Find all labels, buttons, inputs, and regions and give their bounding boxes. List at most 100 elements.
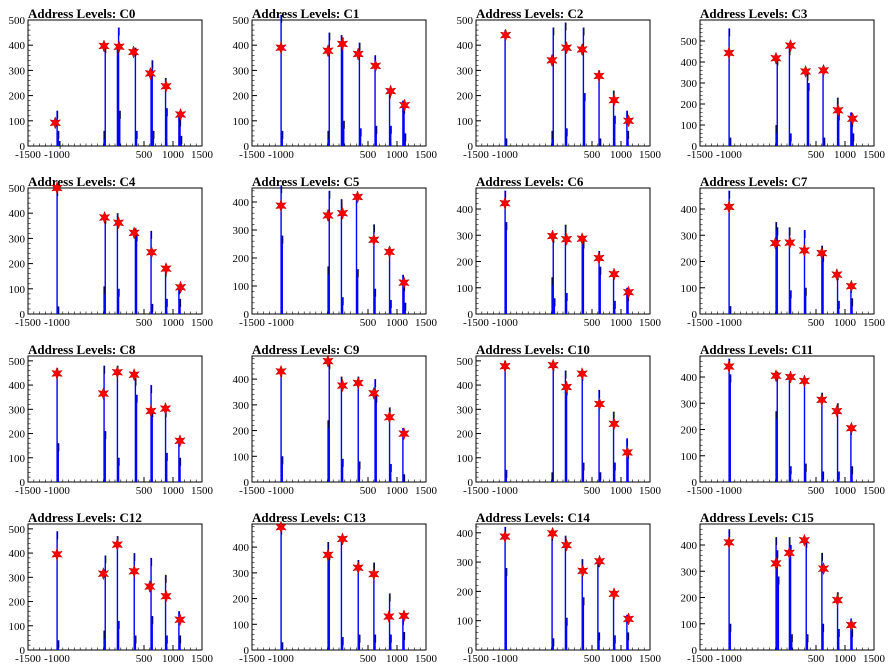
level-star-marker bbox=[98, 39, 110, 53]
histogram-bar bbox=[281, 235, 283, 314]
x-tick-label: -1000 bbox=[268, 317, 294, 329]
y-tick-label: 100 bbox=[457, 116, 474, 128]
histogram-bar bbox=[614, 462, 616, 482]
y-tick-label: 100 bbox=[681, 619, 698, 631]
x-tick-label: 1500 bbox=[415, 653, 438, 665]
level-star-marker bbox=[145, 404, 157, 418]
level-star-marker bbox=[593, 69, 605, 83]
histogram-bar bbox=[117, 288, 120, 314]
chart-title: Address Levels: C13 bbox=[252, 510, 366, 525]
histogram-bar bbox=[280, 526, 282, 650]
level-star-marker bbox=[98, 210, 111, 225]
histogram-bar bbox=[612, 272, 615, 314]
x-tick-label: 1500 bbox=[863, 485, 886, 497]
level-star-marker bbox=[97, 386, 110, 401]
x-tick-label: 1000 bbox=[162, 485, 185, 497]
level-star-marker bbox=[145, 245, 158, 259]
x-tick-label: -1000 bbox=[268, 149, 294, 161]
histogram-bar bbox=[327, 542, 329, 650]
level-star-marker bbox=[784, 38, 797, 53]
level-star-marker bbox=[111, 537, 124, 552]
histogram-bar bbox=[612, 90, 615, 146]
level-star-marker bbox=[352, 376, 364, 390]
plot-frame bbox=[475, 355, 651, 483]
histogram-bar bbox=[821, 392, 823, 482]
histogram-bar bbox=[552, 235, 554, 314]
histogram-bar bbox=[135, 394, 138, 482]
histogram-bar bbox=[390, 464, 392, 482]
y-tick-label: 100 bbox=[681, 120, 698, 132]
histogram-bar bbox=[116, 45, 119, 147]
histogram-bar bbox=[373, 224, 375, 314]
level-star-marker bbox=[275, 520, 287, 534]
histogram-bar bbox=[789, 290, 792, 315]
y-tick-label: 300 bbox=[457, 404, 474, 416]
level-star-marker bbox=[322, 354, 334, 368]
plot-frame bbox=[699, 19, 875, 147]
histogram-bar bbox=[599, 266, 601, 314]
histogram-bar bbox=[164, 409, 167, 482]
level-star-marker bbox=[97, 566, 110, 581]
histogram-bar bbox=[328, 552, 330, 650]
histogram-bar bbox=[390, 300, 392, 314]
y-tick-label: 200 bbox=[681, 425, 698, 437]
level-star-marker bbox=[576, 42, 588, 57]
histogram-bar bbox=[357, 560, 359, 650]
plot-frame bbox=[251, 19, 427, 147]
level-star-marker bbox=[322, 208, 334, 223]
x-tick-label: -1000 bbox=[492, 653, 518, 665]
histogram-bar bbox=[564, 370, 567, 482]
x-tick-label: 500 bbox=[808, 485, 825, 497]
histogram-bar bbox=[599, 138, 601, 146]
level-star-marker bbox=[367, 233, 380, 247]
x-tick-label: 500 bbox=[584, 653, 601, 665]
x-tick-label: 1500 bbox=[415, 485, 438, 497]
y-tick-label: 100 bbox=[233, 281, 250, 293]
histogram-bar bbox=[358, 461, 361, 482]
level-star-marker bbox=[160, 79, 172, 94]
y-tick-label: 500 bbox=[9, 524, 26, 536]
histogram-bar bbox=[776, 371, 778, 482]
x-tick-label: -1000 bbox=[716, 485, 742, 497]
histogram-panel: Address Levels: C14 0 100 200 300 400 -1500 -10… bbox=[448, 504, 672, 672]
level-star-marker bbox=[798, 533, 811, 547]
histogram-bar bbox=[281, 130, 283, 146]
level-star-marker bbox=[799, 64, 812, 79]
x-tick-label: -1500 bbox=[15, 485, 41, 497]
histogram-bar bbox=[166, 298, 168, 314]
histogram-bar bbox=[728, 28, 730, 146]
histogram-bar bbox=[403, 474, 405, 482]
level-star-marker bbox=[546, 526, 559, 541]
histogram-bar bbox=[328, 190, 330, 314]
histogram-bar bbox=[356, 269, 359, 314]
histogram-bar bbox=[104, 431, 106, 482]
y-tick-label: 200 bbox=[457, 91, 474, 103]
level-star-marker bbox=[815, 246, 828, 260]
histogram-bar bbox=[179, 457, 181, 482]
histogram-bar bbox=[626, 287, 628, 314]
x-tick-label: -1000 bbox=[44, 149, 70, 161]
y-tick-label: 100 bbox=[9, 621, 26, 633]
y-tick-label: 0 bbox=[244, 477, 250, 489]
histogram-bar bbox=[599, 472, 601, 482]
histogram-bar bbox=[850, 618, 852, 650]
histogram-bar bbox=[806, 634, 809, 650]
level-star-marker bbox=[593, 554, 606, 568]
x-tick-label: 1500 bbox=[639, 149, 662, 161]
level-star-marker bbox=[143, 579, 156, 594]
level-star-marker bbox=[499, 196, 511, 210]
level-star-marker bbox=[576, 231, 588, 246]
chart-title: Address Levels: C8 bbox=[28, 342, 136, 357]
x-tick-label: -1500 bbox=[239, 149, 265, 161]
histogram-bar bbox=[133, 553, 135, 650]
y-tick-label: 400 bbox=[457, 380, 474, 392]
histogram-panel: Address Levels: C15 0 100 200 300 400 -1500 -10… bbox=[672, 504, 896, 672]
histogram-bar bbox=[56, 368, 58, 482]
level-star-marker bbox=[112, 216, 125, 230]
histogram-bar bbox=[504, 190, 506, 315]
histogram-bar bbox=[150, 385, 152, 482]
histogram-bar bbox=[402, 616, 404, 650]
level-star-marker bbox=[499, 359, 511, 373]
level-star-marker bbox=[608, 417, 620, 431]
x-tick-label: -1500 bbox=[463, 149, 489, 161]
